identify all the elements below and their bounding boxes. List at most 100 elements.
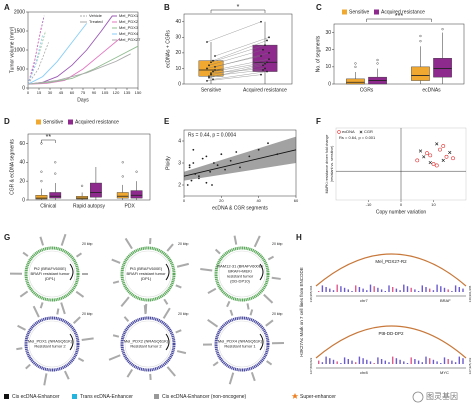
signal-bar [347, 359, 349, 364]
x-tick-label: 45 [59, 90, 64, 95]
coordinate: 140,991,965 [468, 285, 472, 302]
signal-bar [392, 287, 394, 292]
track-spoke [75, 252, 83, 258]
signal-bar [425, 356, 427, 364]
track-spoke [253, 235, 261, 248]
signal-bar [451, 360, 453, 364]
track-spoke [207, 287, 217, 294]
track-spoke [81, 337, 94, 342]
y-tick-label: 1500 [14, 28, 25, 34]
ecdna-label: (DP1) [45, 276, 56, 281]
y-axis-label: Tumor volume (mm³) [9, 26, 15, 73]
track-spoke [126, 368, 134, 378]
signal-bar [318, 291, 320, 292]
track-spoke [246, 303, 250, 310]
y-tick-label: 2000 [14, 9, 25, 15]
box [411, 66, 430, 81]
track-spoke [16, 347, 23, 351]
signal-bar [362, 288, 364, 292]
pair-line [214, 52, 270, 68]
x-tick-label: 120 [113, 90, 120, 95]
signal-bar [454, 285, 457, 292]
point [276, 153, 279, 156]
outlier [40, 180, 43, 183]
h-axis-label: H3K27Ac Mark on 7 cell lines from ENCODE [299, 267, 304, 357]
track-spoke [22, 251, 29, 257]
signal-bar [440, 363, 442, 364]
signal-bar [351, 291, 353, 292]
pair-line [208, 65, 264, 78]
signal-bar [447, 359, 449, 364]
point [438, 147, 442, 152]
outlier [54, 172, 57, 175]
point [422, 155, 426, 159]
point [264, 44, 266, 47]
x-tick-label: 105 [102, 90, 109, 95]
point [266, 61, 268, 64]
scale-label: 20 kbp [82, 242, 93, 246]
track-spoke [25, 363, 31, 370]
track-spoke [112, 334, 120, 338]
ecdna-label: (DD-DP10) [230, 279, 250, 284]
scale-label: 20 kbp [272, 312, 283, 316]
signal-bar [447, 289, 449, 292]
treated-line [27, 23, 88, 85]
point [444, 154, 449, 159]
point [257, 148, 260, 151]
legend-label: Mel_PDX2 [119, 19, 139, 24]
point [264, 67, 266, 70]
y-axis-label: Ploidy [165, 156, 171, 170]
scale-label: 20 kbp [82, 312, 93, 316]
point [267, 142, 269, 145]
track-spoke [32, 305, 40, 318]
track-spoke [63, 370, 70, 380]
signal-bar [406, 363, 409, 364]
track-spoke [60, 233, 67, 246]
y-tick-label: 2 [178, 182, 181, 188]
signal-bar [351, 360, 353, 364]
legend-label: Trans ecDNA-Enhancer [80, 394, 133, 400]
outlier [121, 175, 124, 178]
legend-label: Sensitive [43, 119, 64, 125]
outlier [354, 62, 357, 65]
point [448, 150, 452, 155]
pair-line [212, 62, 268, 72]
track-spoke [249, 309, 254, 316]
signal-bar [410, 357, 412, 364]
point [434, 163, 439, 168]
ecdna-ring-inner [124, 320, 172, 368]
legend-swatch [291, 393, 299, 399]
outlier [40, 170, 43, 173]
x-tick-label: 75 [81, 90, 86, 95]
ecdna-label: Resistant tumor 2 [130, 344, 162, 349]
point [210, 72, 212, 75]
box [346, 78, 365, 85]
x-tick-label: Sensitive [201, 87, 222, 93]
y-tick-label: 20 [175, 50, 181, 56]
ecdna-label: BRAFi+MEKi [228, 269, 252, 274]
legend-swatch [337, 130, 341, 134]
legend-label: CGR [364, 129, 373, 134]
legend-label: Super-enhancer [300, 394, 336, 400]
y-tick-label: 4 [178, 138, 181, 144]
track-spoke [207, 318, 219, 328]
signal-bar [421, 362, 423, 364]
point [212, 162, 215, 164]
coordinate: 127,800,822 [309, 357, 313, 374]
ecdna-ring [214, 316, 270, 372]
pair-line [210, 68, 266, 74]
track-spoke [143, 305, 147, 315]
track-spoke [72, 316, 81, 324]
point [201, 157, 204, 160]
pair-line [206, 55, 262, 69]
track-spoke [39, 302, 44, 309]
ecdna-ring-inner [28, 250, 76, 298]
point [248, 155, 251, 158]
signal-bar [436, 361, 438, 364]
legend-swatch [342, 9, 347, 15]
point [239, 166, 241, 169]
enhancer-arrow [165, 263, 170, 281]
signal-bar [329, 358, 331, 364]
